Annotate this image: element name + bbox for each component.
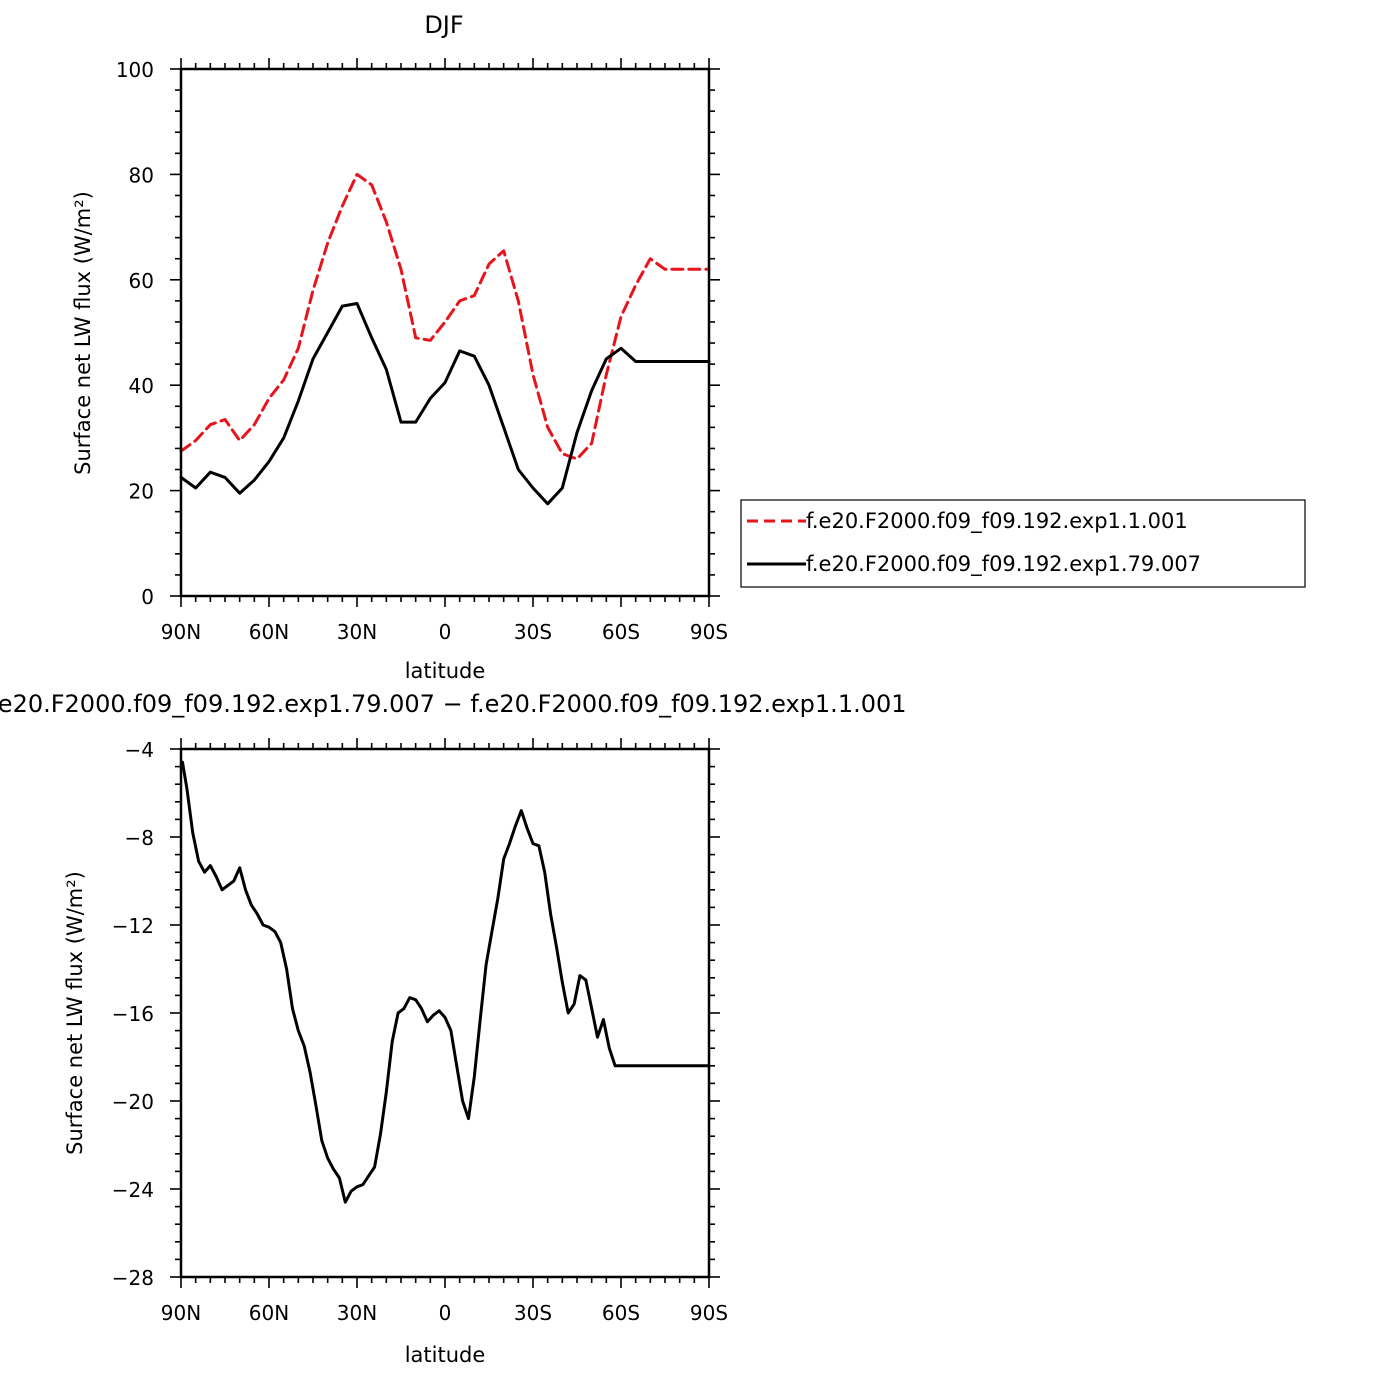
top-x-tick-labels: 90N 60N 30N 0 30S 60S 90S: [161, 620, 728, 644]
x-tick-label: 60N: [249, 1301, 289, 1325]
top-y-tick-labels: 0 20 40 60 80 100: [116, 58, 154, 609]
legend-label-exp1-79-007: f.e20.F2000.f09_f09.192.exp1.79.007: [806, 552, 1201, 577]
y-tick-label: −8: [125, 826, 154, 850]
bottom-panel-title: f.e20.F2000.f09_f09.192.exp1.79.007 − f.…: [0, 690, 907, 718]
top-panel-title: DJF: [424, 11, 463, 39]
legend-frame: [740, 499, 1306, 588]
y-tick-label: −4: [125, 738, 154, 762]
series-line-1-0: [181, 760, 711, 1204]
x-tick-label: 30N: [337, 1301, 377, 1325]
x-tick-label: 30S: [514, 620, 552, 644]
y-tick-label: 20: [129, 480, 154, 504]
bottom-y-axis-label: Surface net LW flux (W/m²): [63, 871, 87, 1155]
legend: f.e20.F2000.f09_f09.192.exp1.1.001 f.e20…: [740, 499, 1306, 588]
x-tick-label: 90N: [161, 620, 201, 644]
top-x-ticks: [180, 58, 710, 607]
y-tick-label: 60: [129, 269, 154, 293]
x-tick-label: 0: [439, 1301, 452, 1325]
series-line-0-0: [179, 172, 711, 461]
bottom-series-lines: [181, 760, 711, 1204]
top-y-ticks: [170, 68, 720, 597]
bottom-y-tick-labels: −28 −24 −20 −16 −12 −8 −4: [112, 738, 154, 1290]
y-tick-label: 0: [141, 585, 154, 609]
top-y-axis-label: Surface net LW flux (W/m²): [71, 191, 95, 475]
x-tick-label: 90S: [690, 1301, 728, 1325]
top-x-axis-label: latitude: [405, 659, 486, 683]
y-tick-label: −12: [112, 914, 154, 938]
y-tick-label: −24: [112, 1178, 154, 1202]
bottom-plot-frame: [179, 747, 711, 1279]
series-line-0-1: [179, 302, 711, 506]
x-tick-label: 30N: [337, 620, 377, 644]
x-tick-label: 0: [439, 620, 452, 644]
bottom-x-tick-labels: 90N 60N 30N 0 30S 60S 90S: [161, 1301, 728, 1325]
x-tick-label: 30S: [514, 1301, 552, 1325]
x-tick-label: 90N: [161, 1301, 201, 1325]
top-plot-frame: [179, 67, 711, 598]
y-tick-label: 100: [116, 58, 154, 82]
y-tick-label: 40: [129, 374, 154, 398]
x-tick-label: 90S: [690, 620, 728, 644]
y-tick-label: 80: [129, 163, 154, 187]
bottom-panel: f.e20.F2000.f09_f09.192.exp1.79.007 − f.…: [0, 690, 907, 1367]
top-panel: DJF 90N 60N 30N 0 30S 60S 90S 0 20 40 60 80 100 lat…: [71, 11, 1306, 683]
bottom-x-axis-label: latitude: [405, 1343, 486, 1367]
bottom-y-ticks: [170, 748, 720, 1278]
top-series-lines: [179, 172, 711, 506]
x-tick-label: 60N: [249, 620, 289, 644]
y-tick-label: −20: [112, 1090, 154, 1114]
y-tick-label: −28: [112, 1266, 154, 1290]
bottom-x-ticks: [180, 738, 710, 1288]
x-tick-label: 60S: [602, 620, 640, 644]
x-tick-label: 60S: [602, 1301, 640, 1325]
legend-label-exp1-1-001: f.e20.F2000.f09_f09.192.exp1.1.001: [806, 509, 1188, 534]
y-tick-label: −16: [112, 1002, 154, 1026]
